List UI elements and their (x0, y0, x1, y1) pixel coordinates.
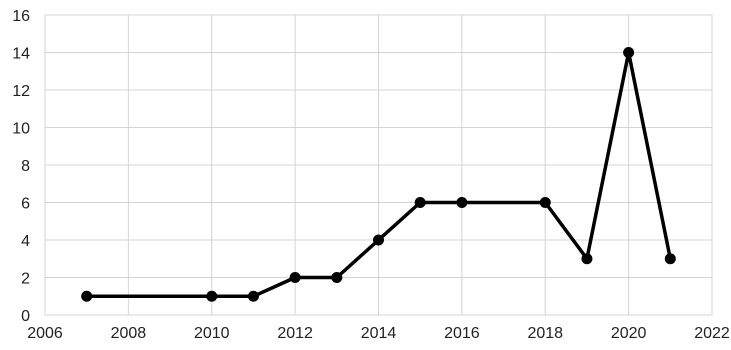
x-tick-label: 2008 (111, 325, 147, 342)
y-axis-tick-labels: 0 2 4 6 8 10 12 14 16 (12, 8, 30, 325)
plot-area-border (44, 14, 713, 316)
y-tick-label: 2 (21, 271, 30, 288)
data-point (331, 272, 343, 283)
y-tick-label: 4 (21, 233, 30, 250)
series-line (86, 50, 673, 298)
data-point (623, 47, 635, 58)
x-tick-label: 2006 (27, 325, 63, 342)
x-tick-label: 2022 (694, 325, 730, 342)
y-tick-label: 14 (12, 46, 30, 63)
data-point (664, 253, 676, 265)
y-tick-label: 0 (21, 308, 30, 325)
data-point (539, 197, 551, 208)
x-tick-label: 2016 (444, 325, 480, 342)
y-tick-label: 10 (12, 121, 30, 138)
x-tick-label: 2020 (611, 325, 647, 342)
data-point (581, 253, 593, 265)
x-tick-label: 2014 (361, 325, 397, 342)
y-tick-label: 6 (21, 196, 30, 213)
data-point (289, 272, 301, 283)
data-point (206, 290, 218, 302)
data-point (247, 290, 259, 302)
y-tick-label: 12 (12, 83, 30, 100)
y-tick-label: 16 (12, 8, 30, 25)
data-series (81, 47, 676, 302)
data-point (81, 290, 93, 302)
x-axis-tick-labels: 2006 2008 2010 2012 2014 2016 2018 2020 2022 (27, 325, 730, 342)
data-point (456, 197, 468, 208)
x-tick-label: 2010 (194, 325, 230, 342)
y-tick-label: 8 (21, 158, 30, 175)
gridlines (44, 14, 713, 316)
x-tick-label: 2012 (277, 325, 313, 342)
data-point (373, 234, 384, 246)
x-tick-label: 2018 (527, 325, 563, 342)
data-point (414, 197, 426, 208)
